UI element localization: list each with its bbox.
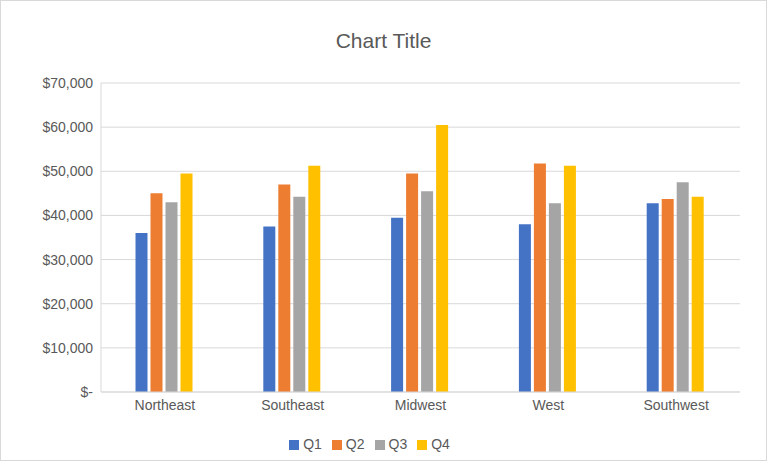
html-text:Q4: Q4 [431, 436, 450, 452]
svg-text:$50,000: $50,000 [42, 163, 93, 179]
html-text:Q2: Q2 [345, 436, 365, 452]
svg-text:$60,000: $60,000 [42, 119, 93, 135]
svg-text:Southeast: Southeast [261, 397, 324, 413]
svg-text:$20,000: $20,000 [42, 296, 93, 312]
svg-text:$40,000: $40,000 [42, 207, 93, 223]
html-text:Q1: Q1 [303, 436, 322, 452]
svg-text:$-: $- [81, 384, 94, 400]
svg-text:$10,000: $10,000 [42, 340, 93, 356]
svg-text:$70,000: $70,000 [42, 75, 93, 91]
html-text:Q3: Q3 [388, 436, 408, 452]
svg-text:Southwest: Southwest [643, 397, 708, 413]
svg-text:West: West [532, 397, 564, 413]
svg-text:Midwest: Midwest [395, 397, 446, 413]
html-text:Chart Title: Chart Title [335, 29, 432, 52]
svg-text:Northeast: Northeast [135, 397, 196, 413]
svg-text:$30,000: $30,000 [42, 252, 93, 268]
